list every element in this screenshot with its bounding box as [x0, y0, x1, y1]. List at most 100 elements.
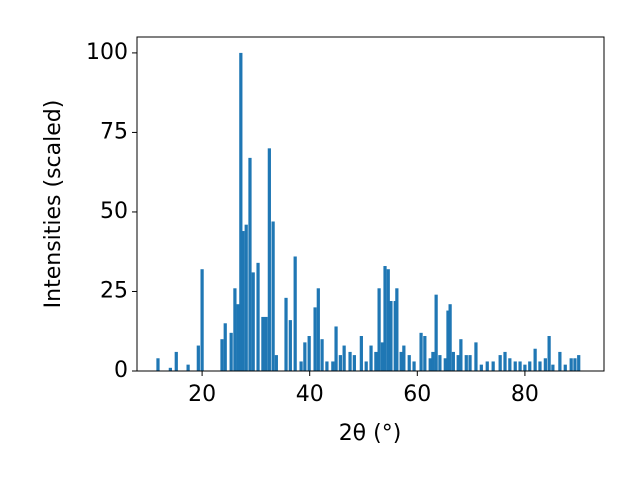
bar — [412, 361, 416, 371]
bar — [407, 355, 411, 371]
bar — [573, 358, 577, 371]
bar — [264, 316, 268, 371]
x-tick-label: 60 — [403, 382, 431, 407]
bar — [443, 358, 447, 371]
bar — [331, 361, 335, 371]
bar — [569, 358, 573, 371]
bar — [348, 351, 352, 371]
bar — [547, 336, 551, 371]
bar — [399, 351, 403, 371]
bar — [563, 364, 567, 371]
bar — [451, 351, 455, 371]
x-tick-label: 20 — [188, 382, 216, 407]
bar — [239, 52, 243, 372]
bar — [325, 361, 329, 371]
y-tick-label: 50 — [100, 199, 128, 224]
bar — [229, 332, 233, 371]
y-tick-label: 0 — [114, 358, 128, 383]
bar — [380, 342, 384, 371]
bar — [168, 367, 172, 371]
bar — [434, 294, 438, 371]
bar — [551, 364, 555, 371]
axes-frame — [136, 36, 605, 372]
bar — [256, 262, 260, 371]
bar — [284, 297, 288, 371]
bar — [513, 361, 517, 371]
bar — [431, 351, 435, 371]
bar — [320, 339, 324, 371]
bar — [428, 358, 432, 371]
bar — [485, 361, 489, 371]
bar — [508, 358, 512, 371]
bar — [186, 364, 190, 371]
bar — [156, 358, 160, 371]
bar — [577, 355, 581, 371]
bar — [386, 269, 390, 371]
bar — [456, 355, 460, 371]
bar — [538, 361, 542, 371]
bar — [374, 351, 378, 371]
bar — [244, 224, 248, 371]
bar — [334, 326, 338, 371]
y-tick-label: 75 — [100, 119, 128, 144]
bar — [299, 361, 303, 371]
bar — [342, 345, 346, 371]
bar — [248, 157, 252, 371]
y-tick-label: 25 — [100, 278, 128, 303]
bar — [448, 304, 452, 371]
bar — [377, 288, 381, 371]
bar — [446, 310, 450, 371]
x-axis-label: 2θ (°) — [339, 421, 402, 446]
bar — [558, 351, 562, 371]
x-tick-label: 40 — [296, 382, 324, 407]
bar — [261, 316, 265, 371]
bar — [274, 355, 278, 371]
bar — [359, 336, 363, 371]
bar — [293, 256, 297, 371]
bar — [352, 355, 356, 371]
y-axis-label: Intensities (scaled) — [41, 100, 66, 309]
bar — [223, 323, 227, 371]
bar — [271, 221, 275, 371]
bar — [251, 272, 255, 371]
bar — [338, 355, 342, 371]
bar — [459, 339, 463, 371]
bar — [464, 355, 468, 371]
bar — [395, 288, 399, 371]
bar — [174, 351, 178, 371]
bar — [402, 345, 406, 371]
bar — [389, 301, 393, 371]
bar — [236, 304, 240, 371]
bar — [423, 336, 427, 371]
bar — [474, 342, 478, 371]
bar — [233, 288, 237, 371]
bar — [543, 358, 547, 371]
x-tick-label: 80 — [511, 382, 539, 407]
bar — [523, 364, 527, 371]
bar — [364, 361, 368, 371]
bar — [498, 355, 502, 371]
bar — [200, 269, 204, 371]
bar — [267, 148, 271, 371]
bar — [307, 336, 311, 371]
bar — [383, 266, 387, 371]
bar — [479, 364, 483, 371]
bar — [533, 348, 537, 371]
bar — [528, 361, 532, 371]
bar — [196, 345, 200, 371]
bar — [288, 320, 292, 371]
bar — [518, 361, 522, 371]
bar — [316, 288, 320, 371]
bar — [491, 361, 495, 371]
bar — [220, 339, 224, 371]
y-tick-label: 100 — [86, 40, 128, 65]
bar — [419, 332, 423, 371]
bar — [468, 355, 472, 371]
bar — [503, 351, 507, 371]
bar — [313, 307, 317, 371]
bar — [241, 231, 245, 371]
bar — [438, 355, 442, 371]
bar — [303, 342, 307, 371]
bar — [369, 345, 373, 371]
